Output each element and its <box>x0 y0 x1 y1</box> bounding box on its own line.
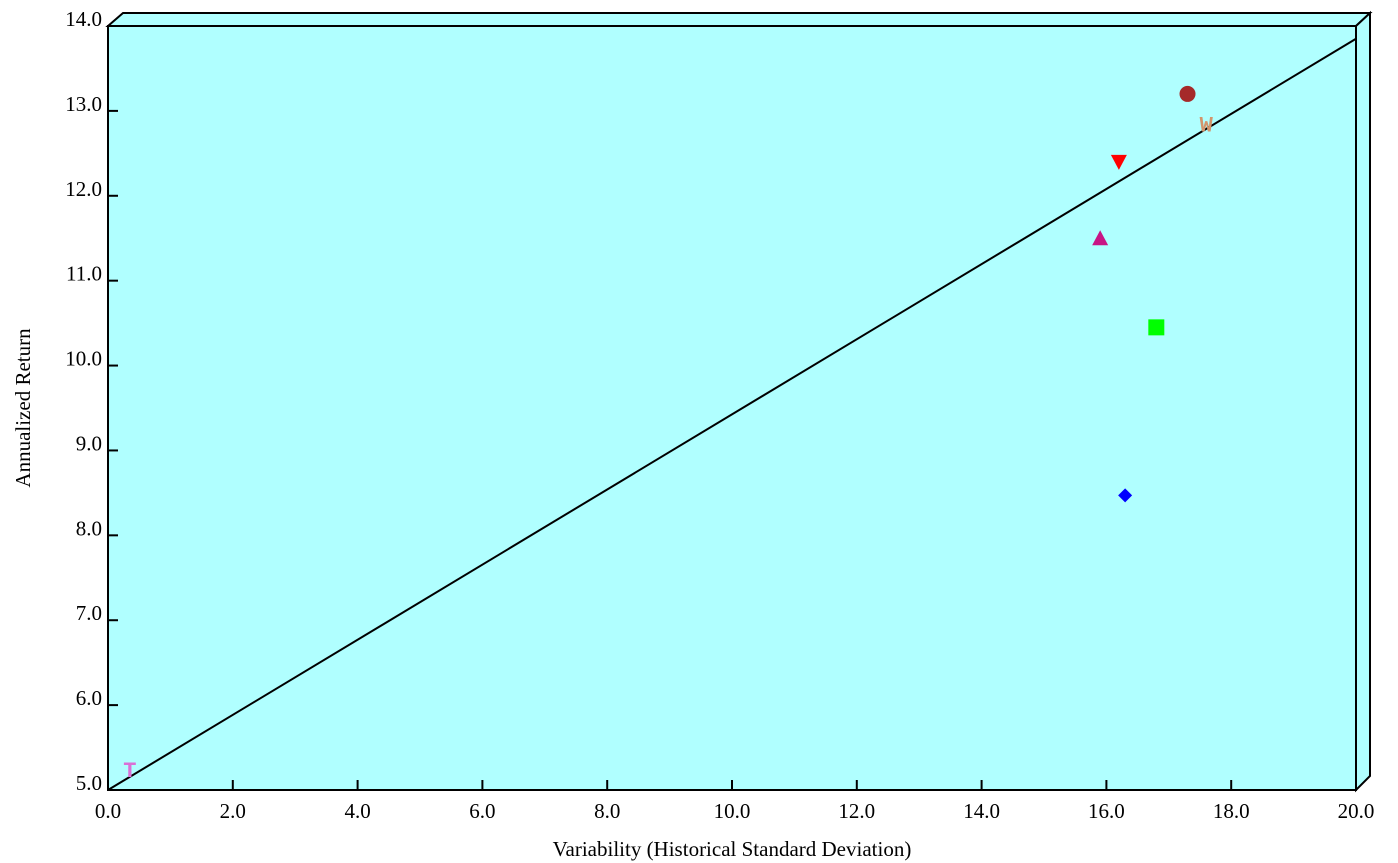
x-tick-label: 0.0 <box>95 799 121 823</box>
point-diamond <box>1118 488 1133 503</box>
point-circle <box>1179 85 1196 102</box>
plot-area <box>107 25 1357 791</box>
x-tick-label: 8.0 <box>594 799 620 823</box>
x-tick-label: 14.0 <box>963 799 1000 823</box>
point-triangle-down <box>1110 154 1127 170</box>
x-axis-label: Variability (Historical Standard Deviati… <box>553 837 912 861</box>
y-tick-label: 12.0 <box>65 177 102 201</box>
y-tick-label: 7.0 <box>76 601 102 625</box>
x-tick-label: 4.0 <box>344 799 370 823</box>
y-tick-label: 13.0 <box>65 92 102 116</box>
y-tick-label: 11.0 <box>66 262 102 286</box>
x-tick-label: 20.0 <box>1338 799 1375 823</box>
y-tick-label: 8.0 <box>76 516 102 540</box>
x-tick-label: 6.0 <box>469 799 495 823</box>
x-tick-label: 18.0 <box>1213 799 1250 823</box>
x-axis-ticks: 0.0 2.0 4.0 6.0 8.0 10.0 12.0 14.0 16.0 18.0 20.0 <box>95 780 1375 823</box>
y-axis-label: Annualized Return <box>11 328 35 488</box>
plot-top-face <box>105 12 1373 27</box>
y-tick-label: 10.0 <box>65 347 102 371</box>
x-tick-label: 12.0 <box>838 799 875 823</box>
point-letter-w: W <box>1200 114 1214 139</box>
y-axis-ticks: 5.0 6.0 7.0 8.0 9.0 10.0 11.0 12.0 13.0 14.0 <box>65 7 118 795</box>
x-tick-label: 10.0 <box>714 799 751 823</box>
point-letter-t: T <box>123 759 136 784</box>
plot-right-face <box>1355 10 1371 793</box>
series-layer: WT <box>107 37 1357 791</box>
point-square <box>1148 319 1165 336</box>
point-triangle-up <box>1092 230 1109 246</box>
x-tick-label: 16.0 <box>1088 799 1125 823</box>
trend-line <box>107 37 1357 791</box>
x-tick-label: 2.0 <box>220 799 246 823</box>
y-tick-label: 5.0 <box>76 771 102 795</box>
y-tick-label: 6.0 <box>76 686 102 710</box>
y-tick-label: 9.0 <box>76 431 102 455</box>
y-tick-label: 14.0 <box>65 7 102 31</box>
